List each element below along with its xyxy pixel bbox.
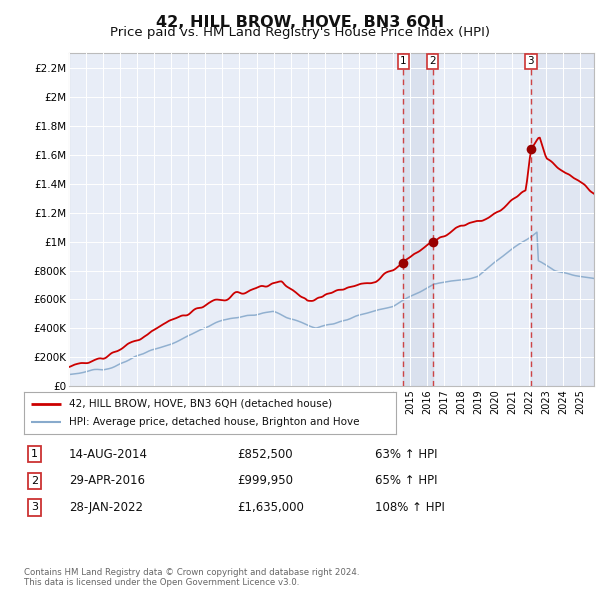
Text: Contains HM Land Registry data © Crown copyright and database right 2024.
This d: Contains HM Land Registry data © Crown c…: [24, 568, 359, 587]
Text: 29-APR-2016: 29-APR-2016: [69, 474, 145, 487]
Text: 65% ↑ HPI: 65% ↑ HPI: [375, 474, 437, 487]
Text: 42, HILL BROW, HOVE, BN3 6QH (detached house): 42, HILL BROW, HOVE, BN3 6QH (detached h…: [68, 398, 332, 408]
Text: 1: 1: [31, 450, 38, 459]
Text: Price paid vs. HM Land Registry's House Price Index (HPI): Price paid vs. HM Land Registry's House …: [110, 26, 490, 39]
Text: £1,635,000: £1,635,000: [237, 501, 304, 514]
Text: 28-JAN-2022: 28-JAN-2022: [69, 501, 143, 514]
Text: 2: 2: [31, 476, 38, 486]
Text: 3: 3: [31, 503, 38, 512]
Text: 1: 1: [400, 57, 407, 67]
Text: 42, HILL BROW, HOVE, BN3 6QH: 42, HILL BROW, HOVE, BN3 6QH: [156, 15, 444, 30]
Bar: [530, 53, 594, 386]
Text: 14-AUG-2014: 14-AUG-2014: [69, 448, 148, 461]
Text: HPI: Average price, detached house, Brighton and Hove: HPI: Average price, detached house, Brig…: [68, 418, 359, 428]
Text: 108% ↑ HPI: 108% ↑ HPI: [375, 501, 445, 514]
Bar: [403, 53, 433, 386]
Text: £999,950: £999,950: [237, 474, 293, 487]
Text: 63% ↑ HPI: 63% ↑ HPI: [375, 448, 437, 461]
Text: 2: 2: [429, 57, 436, 67]
Text: £852,500: £852,500: [237, 448, 293, 461]
Text: 3: 3: [527, 57, 534, 67]
